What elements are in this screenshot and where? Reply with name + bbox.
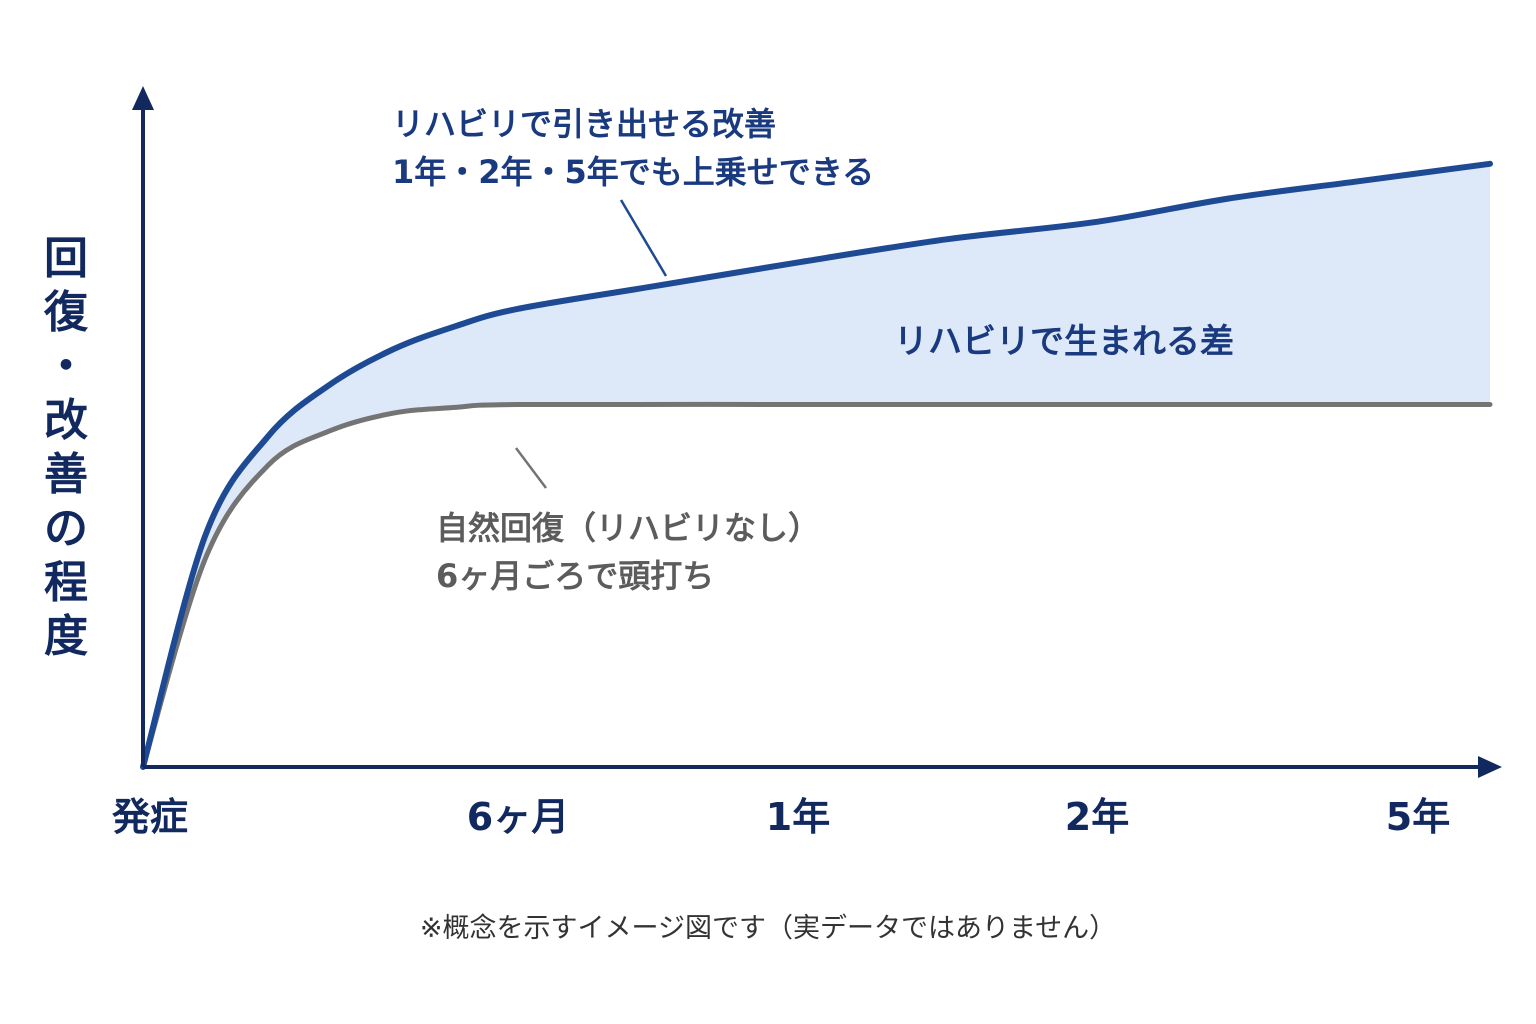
rehab-annotation-line1: リハビリで引き出せる改善	[392, 105, 777, 143]
rehab-annotation: リハビリで引き出せる改善 1年・2年・5年でも上乗せできる	[392, 100, 874, 196]
natural-callout-leader	[515, 447, 547, 489]
x-tick-label: 5年	[1385, 795, 1451, 839]
y-axis-arrow	[132, 86, 154, 110]
y-axis-label: 回復・改善の程度	[36, 232, 96, 664]
y-axis-label-char: 度	[44, 611, 88, 662]
x-axis-arrow	[1478, 756, 1502, 778]
improvement-gap-fill	[143, 163, 1490, 768]
x-tick-label: 6ヶ月	[466, 795, 570, 839]
disclaimer-note: ※概念を示すイメージ図です（実データではありません）	[419, 913, 1117, 944]
natural-annotation-line1: 自然回復（リハビリなし）	[436, 509, 821, 547]
x-tick-label: 1年	[765, 795, 831, 839]
x-tick-label: 発症	[111, 795, 189, 839]
y-axis-label-char: 程	[44, 557, 88, 608]
gap-annotation: リハビリで生まれる差	[894, 322, 1234, 362]
rehab-annotation-line2: 1年・2年・5年でも上乗せできる	[392, 153, 875, 191]
rehab-callout-leader	[619, 199, 668, 277]
y-axis-label-char: 復	[44, 287, 88, 338]
rehab-recovery-line	[140, 160, 1493, 770]
y-axis-label-char: ・	[44, 341, 88, 392]
natural-annotation-line2: 6ヶ月ごろで頭打ち	[436, 557, 715, 595]
y-axis-label-char: 善	[44, 449, 88, 500]
x-tick-label: 2年	[1064, 795, 1130, 839]
y-axis-label-char: 改	[44, 395, 88, 446]
natural-annotation: 自然回復（リハビリなし） 6ヶ月ごろで頭打ち	[436, 504, 820, 600]
y-axis-label-char: の	[44, 503, 88, 554]
natural-recovery-line	[140, 401, 1493, 770]
y-axis-label-char: 回	[44, 233, 88, 284]
